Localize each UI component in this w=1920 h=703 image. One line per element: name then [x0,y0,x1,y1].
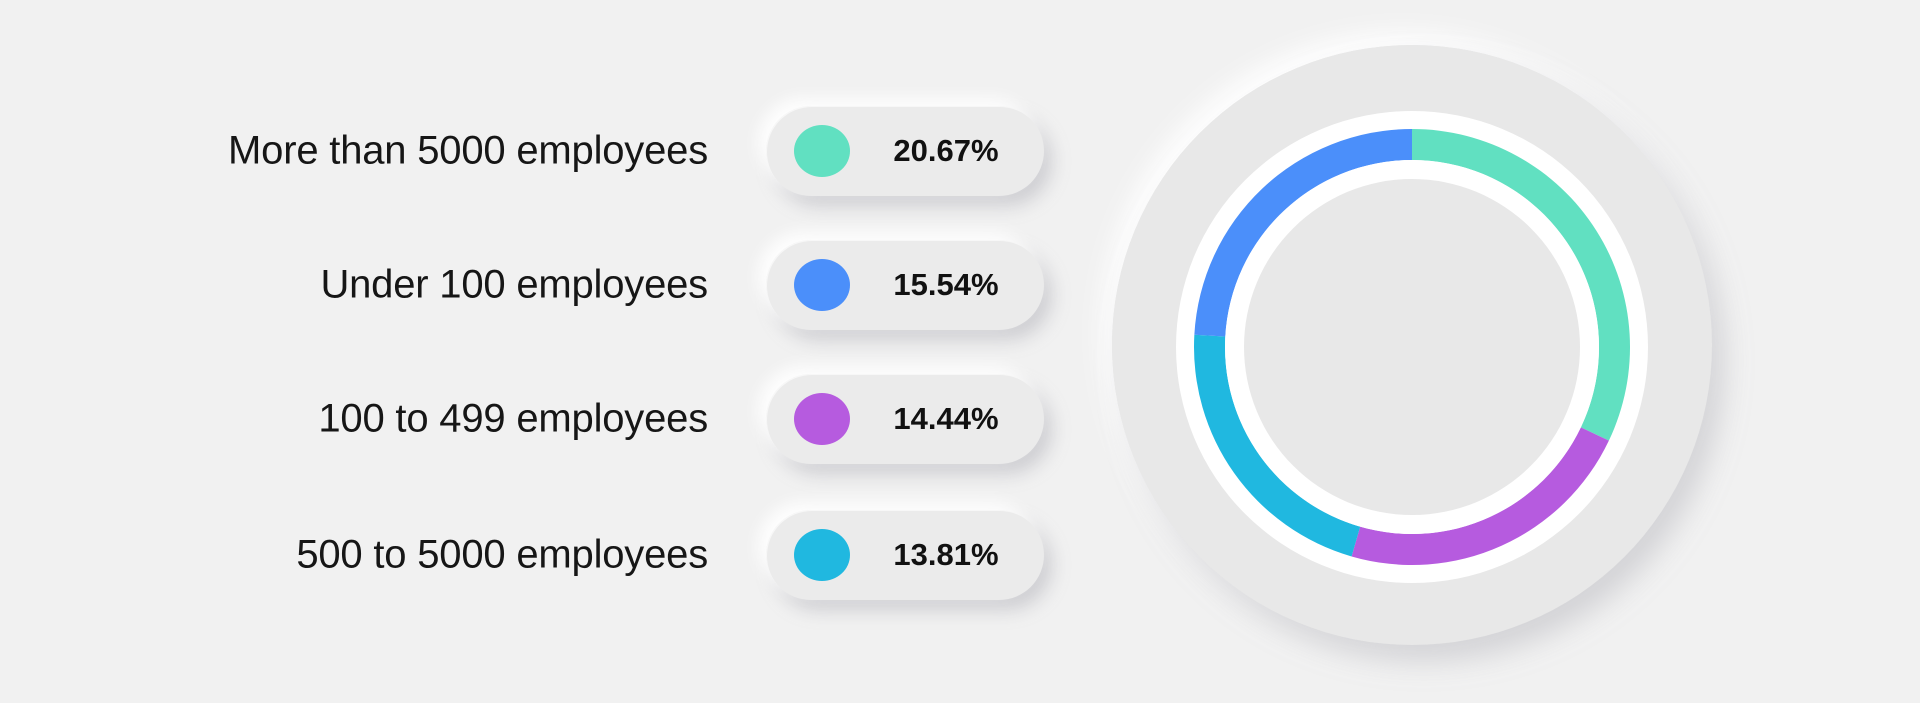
color-swatch-500-to-5000 [794,529,850,581]
value-pill-500-to-5000: 13.81% [766,510,1044,600]
legend-row-100-to-499: 100 to 499 employees 14.44% [0,371,1080,467]
category-label-under-100: Under 100 employees [320,262,708,307]
donut-slice-500-to-5000 [1194,334,1361,557]
percentage-more-than-5000: 20.67% [893,133,999,168]
value-pill-more-than-5000: 20.67% [766,106,1044,196]
donut-center [1244,179,1580,515]
category-label-100-to-499: 100 to 499 employees [318,396,708,441]
value-pill-100-to-499: 14.44% [766,374,1044,464]
legend-row-under-100: Under 100 employees 15.54% [0,237,1080,333]
percentage-500-to-5000: 13.81% [893,537,999,572]
category-label-500-to-5000: 500 to 5000 employees [296,532,708,577]
donut-slices [1194,129,1630,565]
legend-row-more-than-5000: More than 5000 employees 20.67% [0,103,1080,199]
value-pill-under-100: 15.54% [766,240,1044,330]
legend-row-500-to-5000: 500 to 5000 employees 13.81% [0,507,1080,603]
category-label-more-than-5000: More than 5000 employees [228,128,708,173]
donut-chart [1105,45,1712,645]
donut-slice-more-than-5000 [1412,129,1630,441]
donut-slice-100-to-499 [1351,427,1609,565]
percentage-100-to-499: 14.44% [893,401,999,436]
percentage-under-100: 15.54% [893,267,999,302]
donut-slice-under-100 [1194,129,1412,337]
color-swatch-more-than-5000 [794,125,850,177]
color-swatch-under-100 [794,259,850,311]
color-swatch-100-to-499 [794,393,850,445]
donut-chart-svg [1112,45,1712,645]
chart-legend: More than 5000 employees 20.67% Under 10… [0,103,1080,603]
